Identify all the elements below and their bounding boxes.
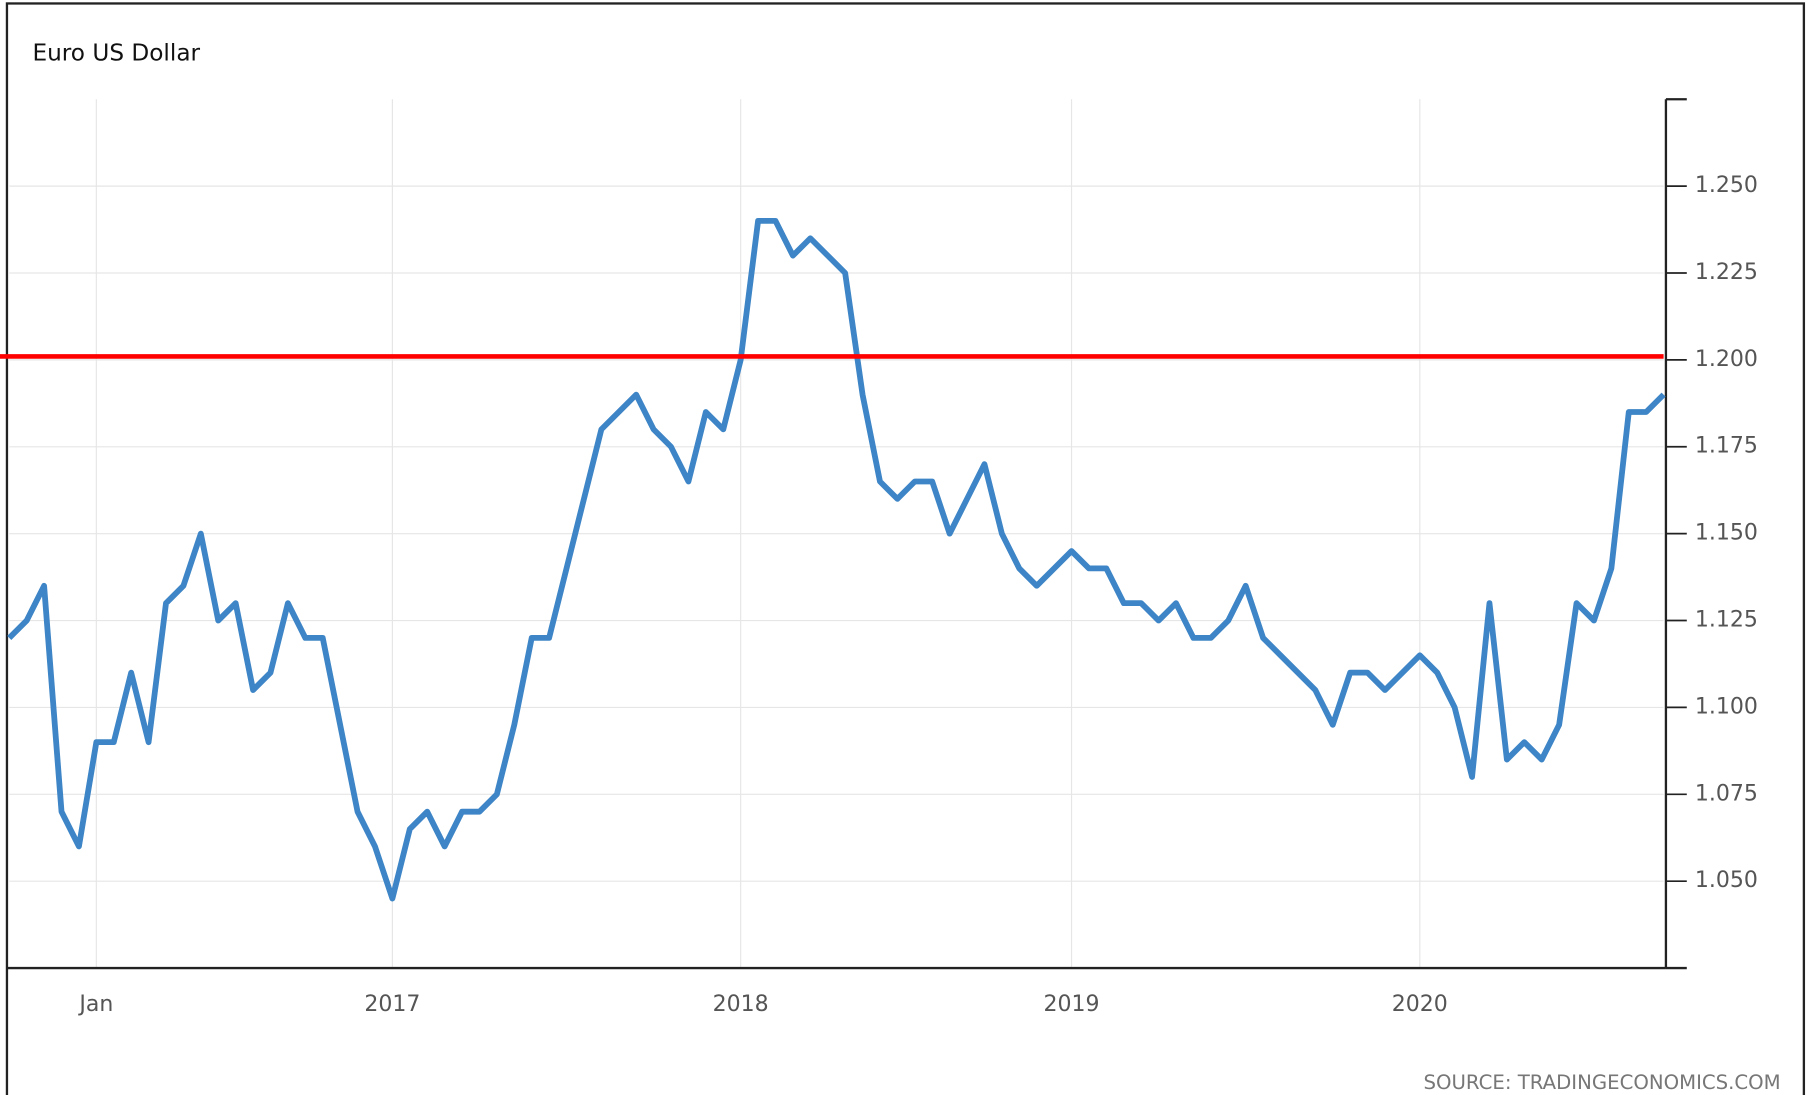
y-tick-label: 1.100 [1695,694,1758,719]
x-tick-label: 2019 [1044,992,1100,1017]
x-tick-label: 2017 [364,992,420,1017]
chart-title: Euro US Dollar [32,41,200,67]
chart-frame [5,2,1806,1095]
y-tick-label: 1.175 [1695,434,1758,459]
y-tick-label: 1.050 [1695,868,1758,893]
x-tick-label: 2018 [713,992,769,1017]
y-tick-label: 1.125 [1695,608,1758,633]
y-tick-label: 1.250 [1695,173,1758,198]
source: SOURCE: TRADINGECONOMICS.COM [1423,1071,1780,1094]
y-tick-label: 1.200 [1695,347,1758,372]
x-tick-label: 2020 [1392,992,1448,1017]
y-tick-label: 1.075 [1695,781,1758,806]
y-tick-label: 1.150 [1695,521,1758,546]
y-tick-label: 1.225 [1695,260,1758,285]
x-tick-label: Jan [77,992,113,1017]
price-line [7,217,1666,902]
